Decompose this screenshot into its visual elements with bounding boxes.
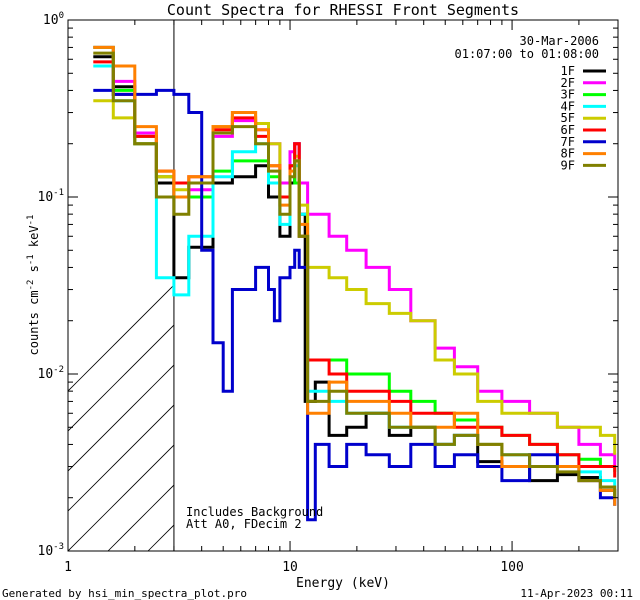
x-tick-label: 1 (64, 560, 72, 575)
footer-generated-by: Generated by hsi_min_spectra_plot.pro (2, 587, 247, 600)
x-axis-label: Energy (keV) (296, 576, 390, 591)
plot-frame (67, 19, 619, 552)
annotation-background: Includes Background (186, 505, 323, 519)
axes: 1 10 100 10-3 10-2 10-1 100 (38, 11, 619, 575)
legend-label-5F: 5F (561, 111, 575, 125)
legend-label-3F: 3F (561, 88, 575, 102)
legend-label-9F: 9F (561, 158, 575, 172)
y-tick-label: 10-3 (38, 542, 65, 559)
legend-label-2F: 2F (561, 76, 575, 90)
date-label: 30-Mar-2006 (520, 34, 599, 48)
y-axis-label: counts cm-2 s-1 keV-1 (26, 215, 41, 356)
legend-label-6F: 6F (561, 123, 575, 137)
hatch-line (68, 444, 174, 551)
series-9F-line (93, 51, 617, 498)
y-tick-label: 100 (43, 11, 64, 28)
series-group (93, 45, 617, 522)
y-tick-label: 10-1 (38, 188, 65, 205)
legend-label-1F: 1F (561, 64, 575, 78)
y-tick-label: 10-2 (38, 365, 65, 382)
legend-label-8F: 8F (561, 147, 575, 161)
hatch-line (68, 364, 174, 472)
chart-title: Count Spectra for RHESSI Front Segments (167, 1, 519, 19)
legend-label-7F: 7F (561, 135, 575, 149)
hatch-line (68, 404, 174, 512)
x-tick-label: 10 (282, 560, 298, 575)
annotation-attenuator: Att A0, FDecim 2 (186, 517, 302, 531)
x-tick-label: 100 (500, 560, 523, 575)
footer-timestamp: 11-Apr-2023 00:11 (520, 587, 633, 600)
time-range-label: 01:07:00 to 01:08:00 (455, 47, 600, 61)
legend-label-4F: 4F (561, 99, 575, 113)
